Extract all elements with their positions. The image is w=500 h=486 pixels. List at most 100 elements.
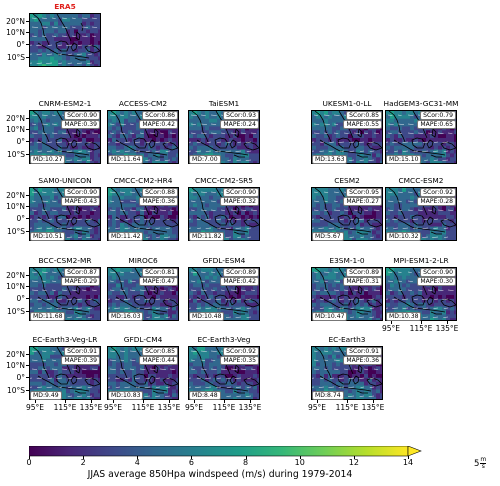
wind-field <box>30 14 100 66</box>
mape-label: MAPE:0.27 <box>343 197 382 206</box>
colorbar-tick <box>191 456 193 459</box>
lat-tick <box>26 195 29 196</box>
panel-title: HadGEM3-GC31-MM <box>383 99 459 108</box>
lon-tick-label: 115°E <box>53 403 77 412</box>
colorbar-tick-label: 6 <box>188 458 194 467</box>
md-label: MD:11.68 <box>30 312 66 321</box>
lon-tick-label: 95°E <box>381 324 401 333</box>
scor-label: SCor:0.89 <box>346 268 382 277</box>
lat-tick <box>26 231 29 232</box>
mape-label: MAPE:0.28 <box>417 197 456 206</box>
md-label: MD:10.48 <box>189 312 225 321</box>
scor-label: SCor:0.91 <box>64 347 100 356</box>
colorbar-tick <box>137 456 139 459</box>
panel-title: CNRM-ESM2-1 <box>38 99 92 108</box>
mape-label: MAPE:0.42 <box>220 277 259 286</box>
lon-tick-label: 135°E <box>435 324 459 333</box>
lat-tick-label: 20°N <box>6 270 25 280</box>
lon-tick-label: 115°E <box>131 403 155 412</box>
lat-tick <box>26 365 29 366</box>
lat-tick-label: 10°S <box>6 226 25 236</box>
colorbar-tick <box>353 456 355 459</box>
lon-tick-label: 135°E <box>238 403 262 412</box>
mape-label: MAPE:0.43 <box>61 197 100 206</box>
colorbar-tick-label: 0 <box>26 458 32 467</box>
scor-label: SCor:0.88 <box>142 188 178 197</box>
lat-tick-label: 10°N <box>6 124 25 134</box>
md-label: MD:8.74 <box>312 391 344 400</box>
scor-label: SCor:0.93 <box>223 111 259 120</box>
scor-label: SCor:0.90 <box>223 188 259 197</box>
lon-tick-label: 115°E <box>212 403 236 412</box>
lon-tick <box>91 400 92 403</box>
lat-tick-label: 0° <box>16 39 25 49</box>
lat-tick <box>26 298 29 299</box>
panel-title: GFDL-ESM4 <box>202 256 246 265</box>
md-label: MD:5.67 <box>312 232 344 241</box>
lat-tick-label: 10°N <box>6 27 25 37</box>
scor-label: SCor:0.90 <box>64 188 100 197</box>
colorbar-tick-label: 8 <box>243 458 249 467</box>
map-panel <box>29 13 101 67</box>
lon-tick <box>391 321 392 324</box>
lat-tick-label: 0° <box>16 293 25 303</box>
lat-tick-label: 10°N <box>6 201 25 211</box>
lat-tick <box>26 32 29 33</box>
panel-title: TaiESM1 <box>208 99 240 108</box>
lat-tick-label: 10°N <box>6 281 25 291</box>
map-panel <box>107 187 179 241</box>
panel-title: MPI-ESM1-2-LR <box>393 256 449 265</box>
lon-tick-label: 135°E <box>361 403 385 412</box>
lon-tick <box>65 400 66 403</box>
mape-label: MAPE:0.24 <box>220 120 259 129</box>
scor-label: SCor:0.95 <box>346 188 382 197</box>
lat-tick-label: 10°N <box>6 360 25 370</box>
mape-label: MAPE:0.47 <box>139 277 178 286</box>
mape-label: MAPE:0.31 <box>343 277 382 286</box>
lat-tick <box>26 57 29 58</box>
lat-tick <box>26 390 29 391</box>
mape-label: MAPE:0.29 <box>61 277 100 286</box>
panel-title: EC-Earth3-Veg-LR <box>32 335 98 344</box>
lon-tick <box>347 400 348 403</box>
colorbar-tick <box>29 456 30 459</box>
lon-tick-label: 115°E <box>409 324 433 333</box>
panel-title: EC-Earth3 <box>328 335 366 344</box>
mape-label: MAPE:0.32 <box>220 197 259 206</box>
lat-tick <box>26 275 29 276</box>
lon-tick-label: 135°E <box>79 403 103 412</box>
panel-title: BCC-CSM2-MR <box>38 256 92 265</box>
lat-tick <box>26 118 29 119</box>
colorbar-tick <box>83 456 85 459</box>
panel-title: ACCESS-CM2 <box>118 99 168 108</box>
scor-label: SCor:0.85 <box>346 111 382 120</box>
scor-label: SCor:0.90 <box>64 111 100 120</box>
mape-label: MAPE:0.36 <box>139 197 178 206</box>
scor-label: SCor:0.92 <box>223 347 259 356</box>
scor-label: SCor:0.89 <box>223 268 259 277</box>
scor-label: SCor:0.91 <box>346 347 382 356</box>
lat-tick <box>26 311 29 312</box>
mape-label: MAPE:0.39 <box>61 356 100 365</box>
lat-tick-label: 10°S <box>6 306 25 316</box>
scor-label: SCor:0.85 <box>142 347 178 356</box>
md-label: MD:10.38 <box>386 312 422 321</box>
md-label: MD:10.51 <box>30 232 66 241</box>
lat-tick <box>26 21 29 22</box>
panel-title: E3SM-1-0 <box>329 256 365 265</box>
lon-tick-label: 95°E <box>307 403 327 412</box>
lat-tick-label: 10°S <box>6 385 25 395</box>
lat-tick-label: 10°S <box>6 149 25 159</box>
mape-label: MAPE:0.39 <box>61 120 100 129</box>
lon-tick <box>194 400 195 403</box>
colorbar <box>29 446 422 457</box>
scor-label: SCor:0.92 <box>420 188 456 197</box>
lat-tick <box>26 206 29 207</box>
colorbar-tick-label: 10 <box>294 458 305 467</box>
colorbar-tick-label: 14 <box>402 458 414 467</box>
lon-tick <box>113 400 114 403</box>
lon-tick-label: 95°E <box>25 403 45 412</box>
lon-tick <box>143 400 144 403</box>
lat-tick <box>26 141 29 142</box>
lat-tick <box>26 354 29 355</box>
